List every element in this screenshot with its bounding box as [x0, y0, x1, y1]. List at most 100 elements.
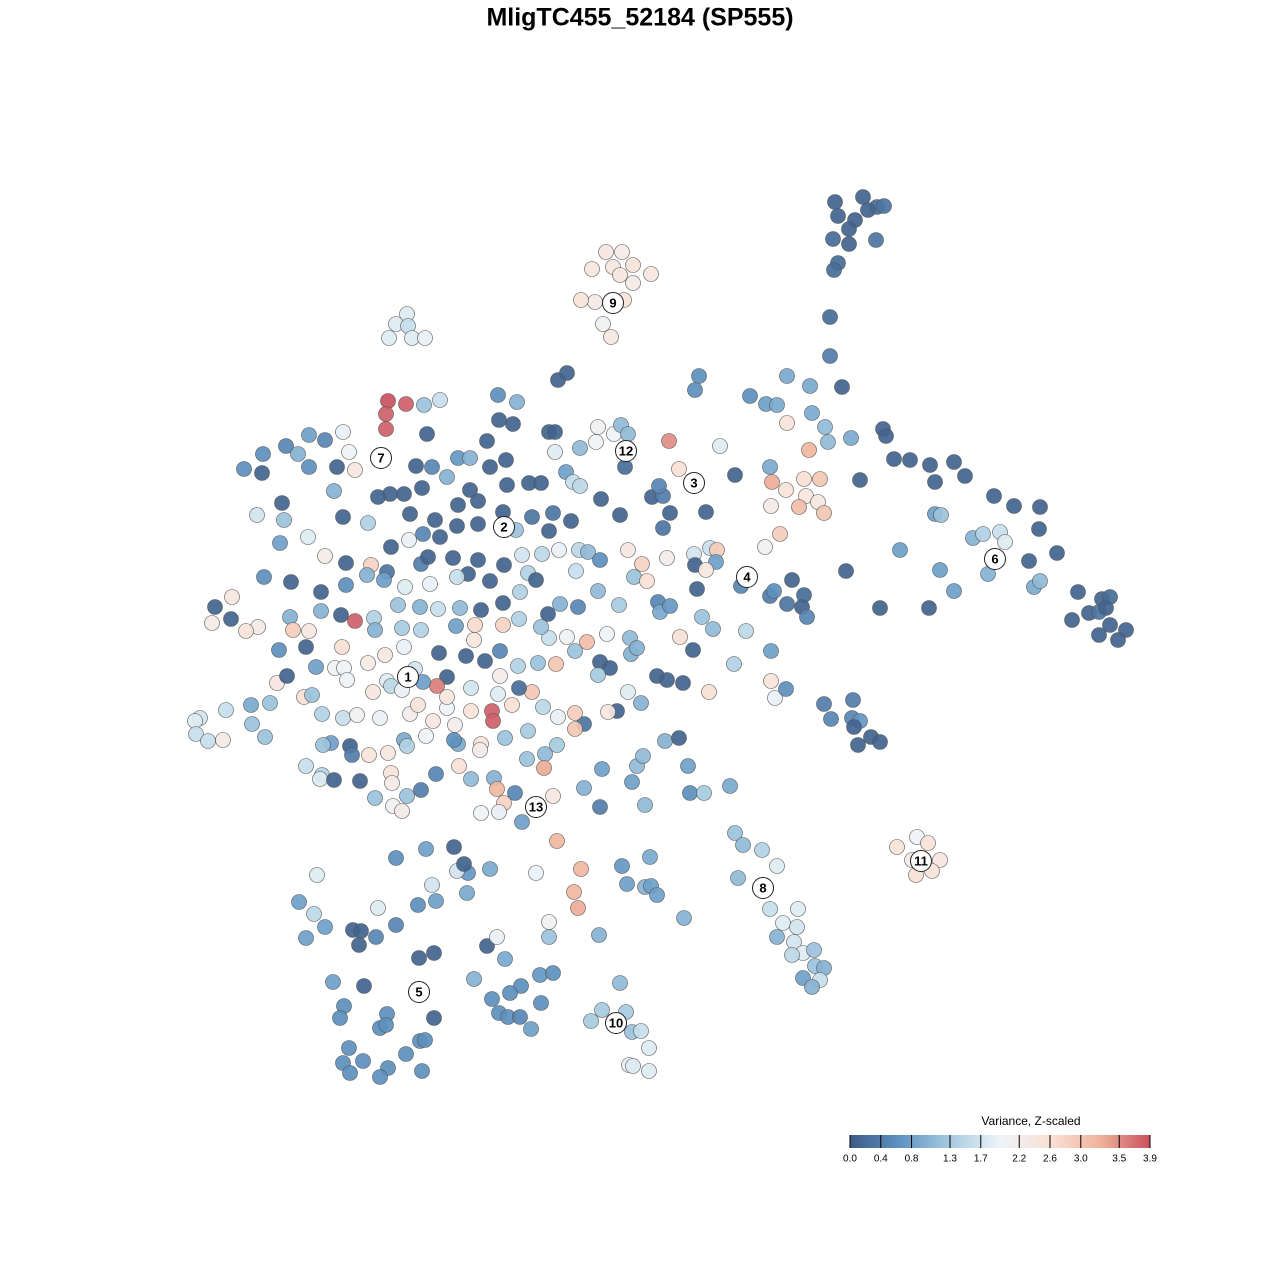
- colorbar-tick-label: 1.3: [943, 1154, 957, 1165]
- point: [408, 458, 424, 474]
- point: [445, 550, 461, 566]
- point: [620, 426, 636, 442]
- cluster-label-badge: [752, 877, 774, 899]
- point: [439, 689, 455, 705]
- point: [1021, 553, 1037, 569]
- point: [545, 965, 561, 981]
- point: [301, 459, 317, 475]
- point: [492, 668, 508, 684]
- point: [361, 747, 377, 763]
- cluster-label: 10: [609, 1015, 623, 1030]
- point: [986, 488, 1002, 504]
- point: [388, 850, 404, 866]
- cluster-label: 4: [743, 569, 751, 584]
- point: [568, 563, 584, 579]
- point: [377, 647, 393, 663]
- point: [431, 645, 447, 661]
- point: [298, 930, 314, 946]
- point: [541, 914, 557, 930]
- point: [735, 837, 751, 853]
- point: [420, 549, 436, 565]
- point: [333, 607, 349, 623]
- point: [796, 471, 812, 487]
- point: [317, 432, 333, 448]
- point: [528, 572, 544, 588]
- point: [533, 995, 549, 1011]
- point: [626, 569, 642, 585]
- point: [620, 684, 636, 700]
- point: [492, 643, 508, 659]
- point: [661, 433, 677, 449]
- point: [510, 658, 526, 674]
- point: [384, 775, 400, 791]
- point: [399, 738, 415, 754]
- point: [567, 705, 583, 721]
- point: [573, 861, 589, 877]
- point: [769, 858, 785, 874]
- colorbar-tick-label: 1.7: [974, 1154, 988, 1165]
- point: [417, 330, 433, 346]
- point: [583, 1013, 599, 1029]
- point: [332, 1010, 348, 1026]
- point: [830, 208, 846, 224]
- point: [599, 626, 615, 642]
- point: [545, 788, 561, 804]
- point: [505, 416, 521, 432]
- point: [676, 910, 692, 926]
- point: [727, 825, 743, 841]
- point: [257, 729, 273, 745]
- point: [779, 415, 795, 431]
- point: [579, 634, 595, 650]
- point: [572, 440, 588, 456]
- point: [754, 842, 770, 858]
- point: [414, 1063, 430, 1079]
- point: [763, 643, 779, 659]
- point: [547, 424, 563, 440]
- point: [567, 721, 583, 737]
- point: [285, 622, 301, 638]
- cluster-label: 5: [415, 984, 422, 999]
- point: [778, 482, 794, 498]
- point: [255, 446, 271, 462]
- point: [335, 710, 351, 726]
- point: [188, 726, 204, 742]
- cluster-label: 13: [529, 799, 543, 814]
- point: [624, 774, 640, 790]
- point: [428, 893, 444, 909]
- point: [317, 919, 333, 935]
- point: [592, 552, 608, 568]
- point: [742, 388, 758, 404]
- point: [413, 622, 429, 638]
- point: [846, 719, 862, 735]
- point: [448, 618, 464, 634]
- point: [410, 897, 426, 913]
- point: [1102, 617, 1118, 633]
- point: [657, 733, 673, 749]
- point: [519, 751, 535, 767]
- cluster-label-badge: [984, 548, 1006, 570]
- point: [367, 622, 383, 638]
- point: [504, 697, 520, 713]
- point: [490, 686, 506, 702]
- point: [376, 572, 392, 588]
- point: [306, 906, 322, 922]
- point: [372, 1069, 388, 1085]
- point: [414, 480, 430, 496]
- point: [801, 442, 817, 458]
- point: [312, 771, 328, 787]
- point: [326, 483, 342, 499]
- colorbar-tick-label: 2.6: [1043, 1154, 1057, 1165]
- point: [512, 584, 528, 600]
- point: [946, 583, 962, 599]
- point: [698, 504, 714, 520]
- point: [416, 397, 432, 413]
- point: [274, 495, 290, 511]
- point: [477, 653, 493, 669]
- point: [541, 523, 557, 539]
- point: [799, 609, 815, 625]
- point: [283, 574, 299, 590]
- point: [278, 438, 294, 454]
- point: [762, 459, 778, 475]
- point: [447, 717, 463, 733]
